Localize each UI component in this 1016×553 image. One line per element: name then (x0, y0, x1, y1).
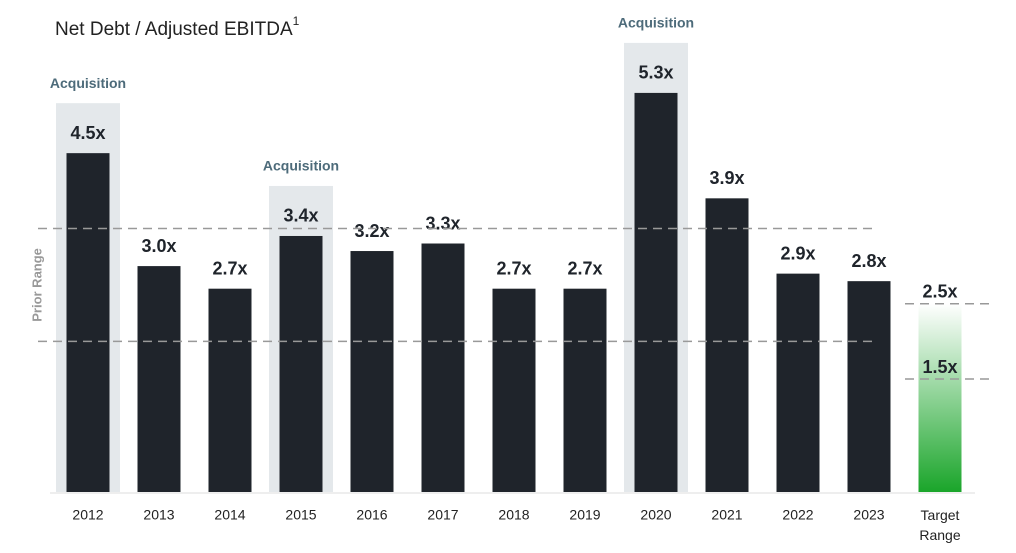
bar (563, 288, 607, 492)
x-tick-label: 2019 (569, 507, 600, 523)
value-label: 4.5x (70, 123, 105, 143)
annotation: Acquisition (263, 158, 339, 174)
prior-range-label: Prior Range (29, 248, 44, 322)
x-tick-label: 2017 (427, 507, 458, 523)
x-tick-label: 2023 (853, 507, 884, 523)
x-tick-label: 2018 (498, 507, 529, 523)
bar (350, 251, 394, 492)
target-label: 2.5x (922, 282, 957, 302)
value-label: 3.4x (283, 206, 318, 226)
bar (279, 235, 323, 493)
bar (137, 266, 181, 492)
value-label: 3.9x (709, 168, 744, 188)
value-label: 2.9x (780, 243, 815, 263)
annotation: Acquisition (618, 15, 694, 31)
bar (208, 288, 252, 492)
bar (705, 198, 749, 492)
target-label: 1.5x (922, 357, 957, 377)
x-tick-label: 2015 (285, 507, 316, 523)
title-superscript: 1 (293, 14, 300, 28)
bar (776, 273, 820, 492)
bar (492, 288, 536, 492)
x-tick-label: 2022 (782, 507, 813, 523)
bar (421, 243, 465, 492)
x-tick-label: Target Range (919, 507, 960, 543)
target-bar (918, 303, 962, 492)
value-label: 2.7x (567, 258, 602, 278)
bar (847, 281, 891, 492)
title-text: Net Debt / Adjusted EBITDA (55, 19, 293, 40)
value-label: 3.2x (354, 221, 389, 241)
value-label: 2.8x (851, 251, 886, 271)
x-tick-label: 2014 (214, 507, 245, 523)
x-tick-label: 2016 (356, 507, 387, 523)
value-label: 2.7x (212, 258, 247, 278)
bar (66, 153, 110, 492)
value-label: 2.7x (496, 258, 531, 278)
value-label: 3.3x (425, 213, 460, 233)
x-tick-label: 2020 (640, 507, 671, 523)
value-label: 5.3x (638, 63, 673, 83)
x-tick-label: 2012 (72, 507, 103, 523)
annotation: Acquisition (50, 75, 126, 91)
value-label: 3.0x (141, 236, 176, 256)
chart-title: Net Debt / Adjusted EBITDA1 (55, 14, 300, 40)
x-tick-label: 2013 (143, 507, 174, 523)
bar (634, 92, 678, 492)
x-tick-label: 2021 (711, 507, 742, 523)
